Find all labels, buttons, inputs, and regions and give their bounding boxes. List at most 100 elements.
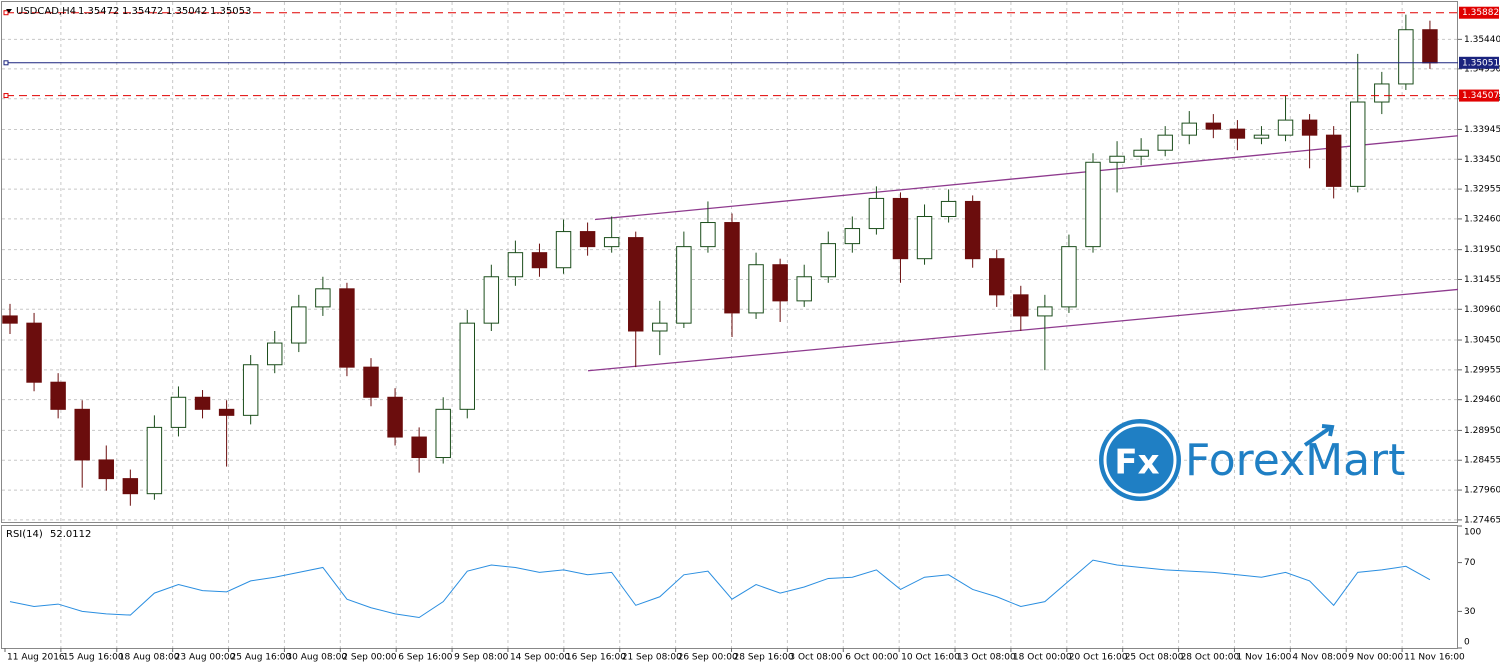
x-tick-label: 25 Oct 08:00 — [1125, 653, 1184, 663]
candle-body — [1061, 246, 1077, 308]
x-tick-label: 18 Oct 00:00 — [1013, 653, 1072, 663]
indicator-name: RSI(14) — [6, 529, 43, 540]
candle-body — [748, 264, 764, 314]
candle-body — [724, 222, 740, 314]
candle-body — [700, 222, 716, 248]
x-tick-label: 3 Oct 08:00 — [789, 653, 842, 663]
x-tick-label: 18 Aug 08:00 — [119, 653, 180, 663]
x-tick-label: 28 Sep 16:00 — [734, 653, 794, 663]
candle-body — [194, 396, 211, 410]
candle-body — [1422, 29, 1438, 64]
candle-body — [1085, 161, 1101, 248]
x-tick-label: 13 Oct 08:00 — [957, 653, 1016, 663]
y-tick-label: 1.28455 — [1464, 456, 1500, 466]
x-tick-label: 25 Aug 16:00 — [231, 653, 292, 663]
candle-body — [387, 396, 403, 438]
last-bar-open: 1.35472 — [78, 6, 119, 17]
indicator-panel — [1, 525, 1458, 649]
candle-body — [2, 315, 18, 324]
y-tick-label: 1.28950 — [1464, 426, 1500, 436]
x-tick-label: 14 Sep 00:00 — [510, 653, 570, 663]
x-tick-label: 28 Oct 00:00 — [1181, 653, 1240, 663]
last-bar-low: 1.35042 — [166, 6, 207, 17]
candle-body — [892, 197, 909, 260]
candle-body — [1398, 29, 1414, 85]
candle-body — [146, 426, 163, 495]
y-tick-label: 1.32460 — [1464, 214, 1500, 224]
candle-body — [964, 200, 981, 260]
watermark-ring — [1103, 423, 1177, 497]
candle-body — [1013, 294, 1029, 317]
candle-body — [1350, 101, 1366, 187]
level-tag — [1459, 56, 1499, 69]
candle-body — [579, 231, 596, 248]
x-tick-label: 9 Nov 00:00 — [1348, 653, 1403, 663]
candle-body — [1157, 134, 1173, 151]
x-tick-label: 6 Oct 00:00 — [845, 653, 898, 663]
candle-body — [820, 243, 836, 278]
last-bar: 1.35472 1.35472 1.35042 1.35053 — [78, 6, 251, 17]
y-tick-label: 1.35440 — [1464, 35, 1500, 45]
level-tag — [1459, 6, 1499, 19]
candle-body — [796, 276, 812, 302]
last-bar-high: 1.35472 — [122, 6, 163, 17]
x-tick-label: 10 Oct 16:00 — [901, 653, 960, 663]
watermark-arrow — [1303, 424, 1335, 447]
level-handle — [3, 10, 9, 16]
candle-body — [1133, 149, 1149, 157]
candle-body — [98, 459, 114, 480]
y-tick-label: 1.33945 — [1464, 125, 1500, 135]
candle-body — [868, 197, 885, 230]
y-tick-label: 1.29955 — [1464, 365, 1500, 375]
candle-body — [74, 408, 90, 461]
y-tick-label: 1.30960 — [1464, 305, 1500, 315]
level-handle — [3, 93, 9, 99]
x-tick-label: 30 Aug 08:00 — [286, 653, 347, 663]
candle-body — [1109, 155, 1125, 163]
candle-body — [989, 258, 1005, 296]
candle-body — [435, 408, 451, 459]
candle-body — [603, 237, 620, 248]
x-tick-label: 21 Sep 08:00 — [622, 653, 682, 663]
candle-body — [170, 396, 187, 428]
price-panel — [1, 1, 1458, 523]
candle-body — [1277, 119, 1294, 136]
x-tick-label: 23 Aug 00:00 — [175, 653, 236, 663]
y-tick-label: 1.27960 — [1464, 486, 1500, 496]
candle-body — [339, 288, 355, 368]
candle-body — [411, 436, 427, 459]
candle-body — [1229, 128, 1246, 139]
candle-body — [844, 228, 861, 245]
level-label: 1.34507 — [1462, 91, 1499, 101]
x-tick-label: 16 Sep 16:00 — [566, 653, 626, 663]
candle-body — [531, 252, 548, 269]
indicator-current: 52.0112 — [50, 529, 91, 540]
y-tick-label: 100 — [1464, 528, 1481, 538]
y-tick-label: 1.34950 — [1464, 64, 1500, 74]
candle-body — [315, 288, 331, 308]
y-tick-label: 1.30450 — [1464, 336, 1500, 346]
y-tick-label: 1.27465 — [1464, 515, 1500, 525]
x-tick-label: 2 Sep 00:00 — [342, 653, 397, 663]
y-tick-label: 30 — [1464, 607, 1476, 617]
y-tick-label: 1.31950 — [1464, 245, 1500, 255]
watermark-badge-text: Fx — [1114, 443, 1159, 483]
y-tick-label: 0 — [1464, 638, 1470, 648]
x-tick-label: 11 Aug 2016 — [7, 653, 65, 663]
y-tick-label: 70 — [1464, 558, 1476, 568]
x-tick-label: 26 Sep 00:00 — [678, 653, 738, 663]
trendline — [587, 288, 1459, 372]
y-tick-label: 1.29460 — [1464, 395, 1500, 405]
level-label: 1.35051 — [1462, 58, 1499, 68]
candle-body — [1325, 134, 1342, 187]
menu-arrow — [6, 9, 12, 13]
candle-body — [291, 306, 307, 344]
x-tick-label: 20 Oct 16:00 — [1069, 653, 1128, 663]
marks: 1.354401.349501.344551.339451.334501.329… — [2, 6, 1500, 663]
watermark-text: ForexMart — [1185, 435, 1405, 486]
symbol: USDCAD,H4 — [16, 6, 76, 17]
level-tag — [1459, 89, 1499, 102]
y-tick-label: 1.31455 — [1464, 275, 1500, 285]
last-bar-close: 1.35053 — [210, 6, 251, 17]
